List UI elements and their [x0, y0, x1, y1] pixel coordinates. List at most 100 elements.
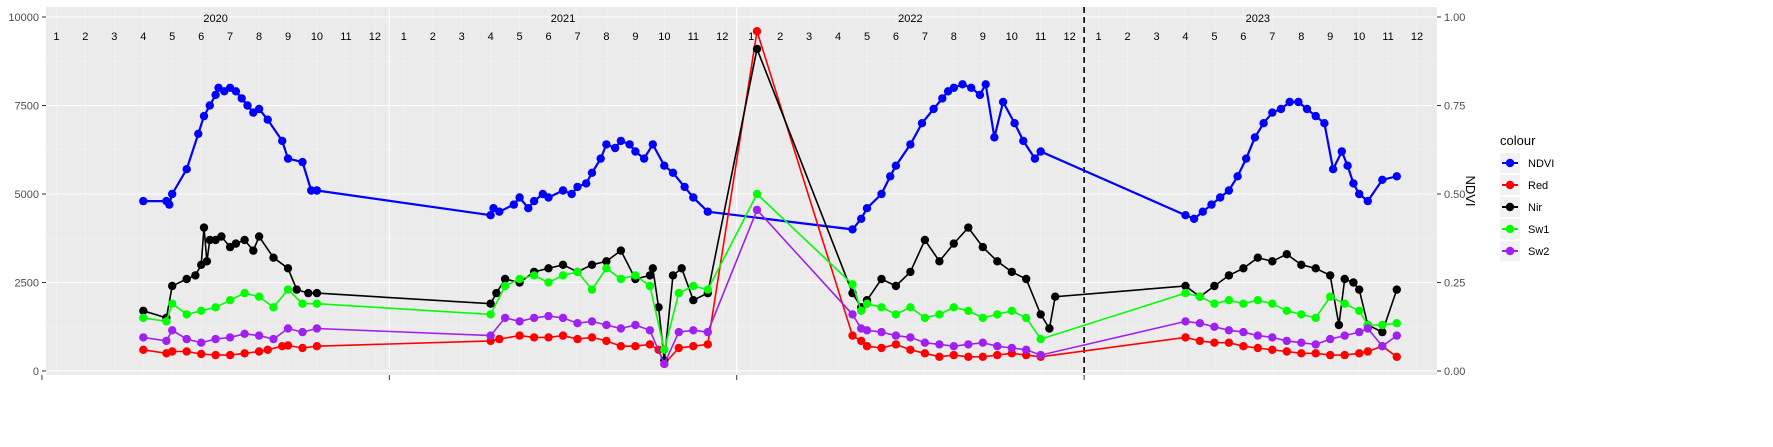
data-point-ndvi	[1392, 172, 1402, 181]
panel-background	[46, 7, 1437, 375]
data-point-nir	[1007, 267, 1016, 277]
data-point-nir	[254, 232, 264, 241]
month-label: 2	[777, 31, 783, 43]
data-point-ndvi	[1181, 211, 1190, 220]
data-point-ndvi	[949, 83, 958, 93]
data-point-sw2	[573, 319, 582, 328]
data-point-sw2	[558, 313, 568, 323]
data-point-nir	[920, 235, 930, 245]
data-point-sw1	[312, 299, 322, 308]
series-layer	[139, 27, 1402, 369]
data-point-sw2	[168, 326, 177, 335]
data-point-sw2	[1326, 334, 1335, 344]
data-point-sw1	[1253, 296, 1263, 305]
month-label: 3	[1153, 31, 1159, 43]
data-point-sw2	[312, 324, 322, 333]
data-point-sw1	[283, 285, 293, 294]
left-axis-tick-label: 5000	[15, 189, 39, 201]
right-axis-tick-label: 1.00	[1444, 12, 1465, 24]
data-point-ndvi	[283, 154, 293, 163]
data-point-ndvi	[998, 97, 1008, 107]
data-point-sw2	[269, 334, 278, 344]
data-point-sw2	[602, 320, 611, 330]
data-point-ndvi	[298, 157, 307, 167]
data-point-nir	[139, 306, 148, 315]
data-point-sw1	[558, 271, 568, 280]
data-point-red	[1268, 345, 1277, 354]
right-axis-tick-label: 0.75	[1444, 101, 1465, 113]
left-axis-tick-label: 0	[33, 366, 39, 378]
legend-item-sw2: Sw2	[1500, 241, 1549, 261]
data-point-sw2	[660, 359, 669, 369]
data-point-ndvi	[254, 104, 264, 114]
data-point-ndvi	[625, 140, 634, 149]
data-point-sw2	[529, 313, 539, 323]
data-point-sw2	[891, 331, 901, 340]
legend-key-point	[1505, 202, 1515, 212]
data-point-red	[1253, 343, 1263, 353]
data-point-nir	[616, 246, 626, 255]
data-point-nir	[993, 257, 1002, 266]
data-point-sw1	[1392, 319, 1402, 328]
data-point-ndvi	[1276, 104, 1286, 114]
data-point-ndvi	[596, 154, 605, 163]
data-point-sw1	[240, 288, 249, 298]
grid-layer	[46, 7, 1437, 375]
data-point-ndvi	[680, 182, 689, 192]
data-point-nir	[312, 288, 322, 298]
legend-item-sw1: Sw1	[1500, 219, 1549, 239]
data-point-nir	[1239, 264, 1248, 273]
series-ndvi	[139, 80, 1402, 234]
data-point-sw2	[298, 327, 307, 337]
data-point-sw1	[978, 313, 987, 323]
data-point-ndvi	[917, 119, 927, 128]
data-point-nir	[1282, 250, 1292, 259]
month-label: 8	[603, 31, 609, 43]
data-point-red	[857, 336, 866, 346]
data-point-sw2	[1340, 331, 1349, 340]
data-point-red	[1355, 349, 1364, 358]
data-point-ndvi	[1337, 147, 1347, 156]
data-point-ndvi	[1224, 186, 1234, 195]
data-point-red	[1224, 338, 1234, 347]
data-point-sw2	[1282, 336, 1292, 346]
data-point-sw2	[752, 205, 762, 215]
data-point-red	[298, 343, 307, 353]
month-label: 6	[893, 31, 899, 43]
data-point-sw1	[139, 313, 148, 323]
data-point-red	[544, 333, 553, 342]
data-point-ndvi	[610, 143, 620, 153]
data-point-sw1	[891, 310, 901, 319]
data-point-sw1	[211, 303, 220, 312]
data-point-ndvi	[1030, 154, 1040, 163]
data-point-sw1	[920, 313, 930, 323]
data-point-ndvi	[231, 87, 241, 96]
data-point-sw2	[949, 342, 958, 351]
data-point-ndvi	[278, 136, 287, 146]
data-point-red	[1195, 336, 1205, 346]
data-point-sw1	[1239, 299, 1248, 308]
data-point-nir	[1334, 320, 1344, 330]
data-point-ndvi	[975, 90, 985, 100]
data-point-sw1	[935, 310, 944, 319]
data-point-sw2	[254, 331, 264, 340]
data-point-nir	[1036, 310, 1045, 319]
month-label: 9	[1327, 31, 1333, 43]
data-point-sw1	[949, 303, 958, 312]
data-point-nir	[205, 235, 214, 245]
data-point-nir	[602, 257, 611, 266]
data-point-ndvi	[891, 161, 901, 170]
month-label: 11	[1382, 31, 1393, 43]
data-point-sw2	[1181, 317, 1190, 326]
data-point-nir	[1051, 292, 1060, 301]
data-point-sw2	[544, 311, 553, 321]
data-point-nir	[877, 274, 886, 284]
data-point-sw2	[162, 336, 171, 346]
right-axis-tick-label: 0.25	[1444, 278, 1465, 290]
month-label: 2	[1124, 31, 1130, 43]
data-point-nir	[587, 260, 597, 269]
data-point-sw2	[645, 326, 655, 335]
data-point-red	[848, 331, 857, 340]
data-point-red	[602, 336, 611, 346]
